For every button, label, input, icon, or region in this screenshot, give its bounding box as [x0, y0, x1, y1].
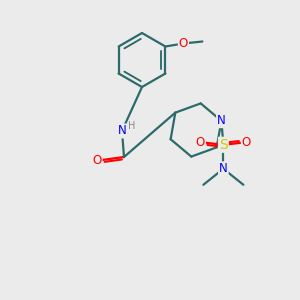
- Text: S: S: [219, 138, 228, 152]
- Text: N: N: [118, 124, 126, 137]
- Text: O: O: [92, 154, 102, 166]
- Text: O: O: [242, 136, 251, 149]
- Text: N: N: [219, 162, 228, 175]
- Text: H: H: [128, 121, 136, 131]
- Text: O: O: [196, 136, 205, 149]
- Text: O: O: [179, 37, 188, 50]
- Text: N: N: [217, 114, 226, 127]
